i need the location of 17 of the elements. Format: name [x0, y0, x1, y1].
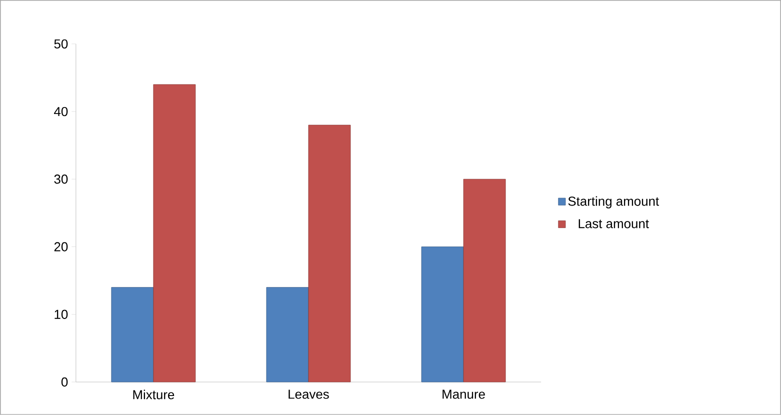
legend-label: Starting amount [568, 196, 659, 208]
y-tick-label: 0 [61, 377, 68, 387]
y-tick-label: 40 [54, 106, 68, 116]
bar [111, 287, 154, 382]
x-tick-label: Leaves [288, 390, 329, 399]
x-tick-label: Manure [442, 390, 485, 399]
x-tick-label: Mixture [133, 390, 174, 400]
legend-label: Last amount [578, 219, 649, 228]
bar [308, 124, 351, 382]
y-tick-label: 10 [54, 310, 68, 320]
y-tick-label: 30 [54, 174, 68, 184]
y-tick-label: 50 [54, 39, 68, 49]
bar [153, 84, 196, 382]
bar [463, 178, 506, 382]
bar [266, 287, 309, 382]
bar [421, 246, 464, 382]
y-tick-label: 20 [54, 242, 68, 252]
